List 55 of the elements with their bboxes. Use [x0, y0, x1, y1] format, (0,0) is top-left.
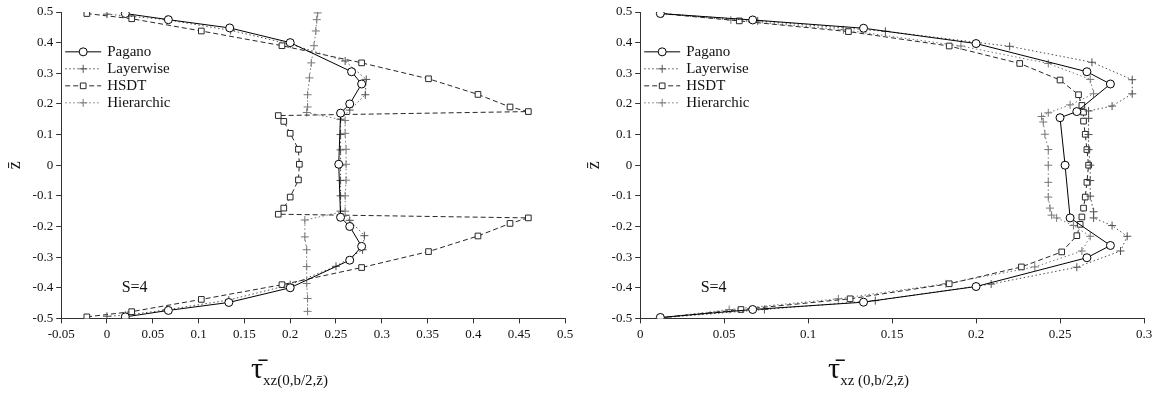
x-tick-label: 0.05 [712, 325, 736, 341]
x-axis-title: τ̄$_{xz (0,b/2,z̄)}$ [827, 350, 910, 390]
y-tick-label: 0.1 [615, 125, 633, 141]
legend-label: Layerwise [686, 59, 749, 76]
x-axis-title: τ̄$_{xz(0,b/2,z̄)}$ [249, 350, 329, 390]
y-tick-label: -0.4 [611, 279, 633, 295]
x-tick-label: 0.3 [1135, 325, 1153, 341]
y-tick-label: 0 [625, 156, 633, 172]
y-tick-label: -0.3 [32, 248, 54, 264]
y-tick-label: -0.3 [611, 248, 633, 264]
x-tick-label: 0.05 [141, 325, 165, 341]
y-tick-label: 0.3 [615, 64, 633, 80]
x-tick-label: 0.15 [233, 325, 256, 341]
y-tick-label: -0.2 [611, 217, 633, 233]
x-tick-label: 0.2 [967, 325, 985, 341]
legend-label: Pagano [107, 42, 152, 59]
legend-label: HSDT [107, 76, 147, 93]
x-tick-label: 0.25 [324, 325, 348, 341]
y-tick-label: 0.2 [36, 95, 54, 111]
y-tick-label: -0.1 [32, 187, 54, 203]
y-tick-label: 0.5 [615, 3, 633, 19]
x-tick-label: 0.5 [556, 325, 574, 341]
y-tick-label: 0.3 [36, 64, 54, 80]
legend-label: Pagano [686, 42, 731, 59]
legend-label: Hierarchic [686, 93, 750, 110]
x-tick-label: 0.4 [465, 325, 483, 341]
y-tick-label: 0.1 [36, 125, 54, 141]
y-tick-label: -0.5 [611, 309, 633, 325]
x-tick-label: 0.15 [880, 325, 904, 341]
x-tick-label: 0.3 [373, 325, 390, 341]
y-tick-label: 0.4 [36, 34, 54, 50]
legend-label: Layerwise [107, 59, 170, 76]
x-tick-label: 0 [103, 325, 111, 341]
y-tick-label: -0.4 [32, 279, 54, 295]
x-tick-label: 0 [636, 325, 644, 341]
y-tick-label: -0.1 [611, 187, 633, 203]
y-tick-label: 0.5 [36, 3, 54, 19]
y-tick-label: -0.2 [32, 217, 54, 233]
y-tick-label: 0.2 [615, 95, 633, 111]
y-tick-label: 0 [46, 156, 54, 172]
x-tick-label: 0.1 [190, 325, 207, 341]
x-tick-label: 0.45 [507, 325, 531, 341]
x-tick-label: 0.25 [1048, 325, 1072, 341]
x-tick-label: 0.2 [282, 325, 299, 341]
x-tick-label: 0.1 [799, 325, 817, 341]
x-tick-label: 0.35 [416, 325, 439, 341]
y-tick-label: -0.5 [32, 309, 54, 325]
y-axis-title: z̄ [582, 161, 603, 170]
y-tick-label: 0.4 [615, 34, 633, 50]
y-axis-title: z̄ [3, 161, 24, 170]
x-tick-label: -0.05 [47, 325, 75, 341]
legend-label: HSDT [686, 76, 726, 93]
legend-label: Hierarchic [107, 93, 171, 110]
annotation: S=4 [700, 277, 727, 295]
annotation: S=4 [121, 277, 148, 295]
